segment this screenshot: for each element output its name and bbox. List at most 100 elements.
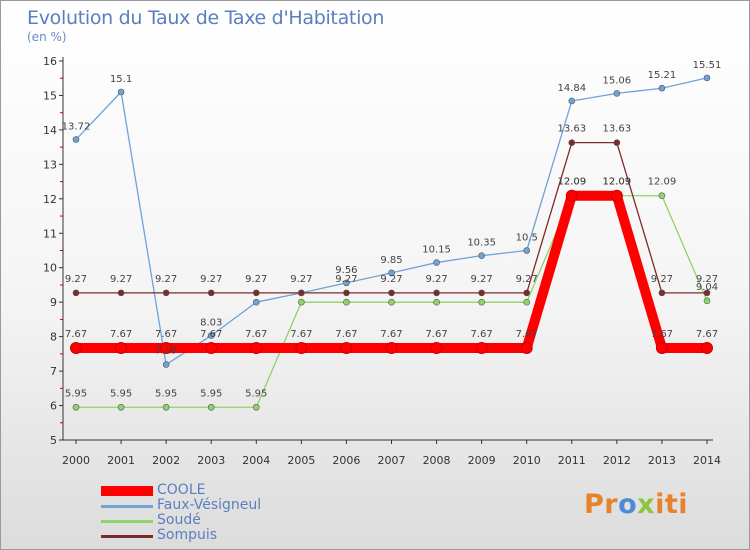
data-point xyxy=(343,289,350,297)
data-label: 7.67 xyxy=(65,329,87,340)
data-label: 7.67 xyxy=(110,329,132,340)
data-label: 15.06 xyxy=(603,75,632,86)
data-point xyxy=(523,289,531,297)
x-tick-label: 2000 xyxy=(62,454,90,467)
data-label: 13.63 xyxy=(557,124,586,135)
data-point xyxy=(207,403,215,411)
data-point xyxy=(72,289,80,297)
data-point xyxy=(568,139,576,146)
data-point xyxy=(703,297,711,305)
y-tick-label: 13 xyxy=(43,158,57,171)
data-label: 9.85 xyxy=(380,255,402,266)
x-tick-label: 2010 xyxy=(513,454,541,467)
x-tick-label: 2011 xyxy=(558,454,586,467)
data-label: 9.27 xyxy=(290,274,312,285)
data-point xyxy=(478,289,485,297)
y-tick-label: 5 xyxy=(50,434,57,447)
data-label: 10.5 xyxy=(516,233,538,244)
data-label: 10.15 xyxy=(422,245,451,256)
data-label: 7.67 xyxy=(380,329,402,340)
x-tick-label: 2003 xyxy=(197,454,225,467)
legend-label: Faux-Vésigneul xyxy=(157,497,262,513)
data-label: 5.95 xyxy=(155,388,177,399)
legend-label: COOLE xyxy=(157,482,206,498)
data-label: 7.67 xyxy=(245,329,267,340)
data-label: 12.09 xyxy=(603,177,632,188)
data-label: 9.27 xyxy=(696,274,718,285)
data-point xyxy=(295,342,308,355)
series-sompuis xyxy=(72,139,711,297)
data-point xyxy=(70,342,82,355)
data-label: 8.03 xyxy=(200,318,222,329)
data-point xyxy=(388,269,395,277)
data-label: 9.27 xyxy=(516,274,538,285)
x-tick-label: 2004 xyxy=(242,454,270,467)
data-label: 5.95 xyxy=(200,388,222,399)
data-point xyxy=(162,289,170,297)
legend-item: COOLE xyxy=(101,482,321,498)
data-point xyxy=(658,84,666,92)
data-label: 12.09 xyxy=(557,177,586,188)
legend-label: Soudé xyxy=(157,512,201,528)
data-point xyxy=(385,342,398,355)
data-point xyxy=(658,192,666,200)
x-tick-label: 2002 xyxy=(152,454,180,467)
x-tick-label: 2005 xyxy=(287,454,315,467)
data-point xyxy=(475,342,488,355)
data-point xyxy=(430,342,443,355)
data-label: 9.27 xyxy=(335,274,357,285)
data-label: 9.27 xyxy=(471,274,493,285)
data-label: 9.56 xyxy=(335,265,357,276)
x-tick-label: 2006 xyxy=(332,454,360,467)
data-label: 7.67 xyxy=(335,329,357,340)
data-point xyxy=(565,189,578,202)
data-point xyxy=(613,90,621,97)
data-label: 9.27 xyxy=(651,274,673,285)
data-point xyxy=(340,342,353,355)
data-point xyxy=(160,342,173,355)
data-point xyxy=(523,298,531,306)
data-point xyxy=(162,403,170,411)
data-label: 7.67 xyxy=(471,329,493,340)
x-tick-label: 2001 xyxy=(107,454,135,467)
data-point xyxy=(388,289,395,297)
chart-subtitle: (en %) xyxy=(27,30,67,44)
series-line xyxy=(75,77,708,366)
data-label: 15.21 xyxy=(648,70,677,81)
data-point xyxy=(207,289,215,297)
data-point xyxy=(433,259,440,266)
data-point xyxy=(252,403,260,411)
data-point xyxy=(610,189,623,202)
data-point xyxy=(523,247,531,254)
legend-label: Sompuis xyxy=(157,527,218,543)
data-label: 10.35 xyxy=(467,238,496,249)
x-tick-label: 2007 xyxy=(378,454,406,467)
data-point xyxy=(252,289,260,297)
data-label: 9.27 xyxy=(200,274,222,285)
proxiti-logo: Proxiti xyxy=(584,489,689,520)
data-point xyxy=(343,279,350,287)
data-point xyxy=(117,289,125,297)
data-point xyxy=(655,342,668,355)
legend-item: Soudé xyxy=(101,512,321,528)
data-point xyxy=(117,88,125,96)
data-label: 7.67 xyxy=(155,329,177,340)
x-tick-label: 2014 xyxy=(693,454,721,467)
data-label: 13.72 xyxy=(62,122,91,133)
legend-swatch xyxy=(101,505,153,508)
legend-swatch xyxy=(101,520,153,523)
data-label: 7.67 xyxy=(425,329,447,340)
legend-swatch xyxy=(101,486,153,496)
data-point xyxy=(520,342,533,355)
data-label: 9.27 xyxy=(380,274,402,285)
data-point xyxy=(433,298,440,306)
data-label: 12.09 xyxy=(557,177,586,188)
data-point xyxy=(250,342,263,355)
data-point xyxy=(117,403,125,411)
data-label: 12.09 xyxy=(648,177,677,188)
data-label: 12.09 xyxy=(603,177,632,188)
data-label: 7.67 xyxy=(651,329,673,340)
data-label: 9.27 xyxy=(65,274,87,285)
